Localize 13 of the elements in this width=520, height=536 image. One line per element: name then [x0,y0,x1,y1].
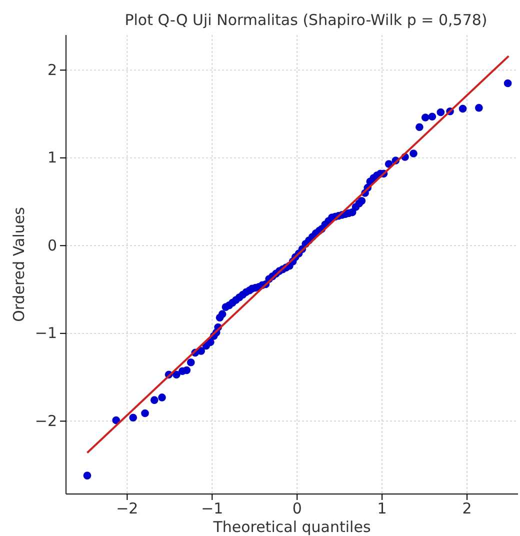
x-axis-title: Theoretical quantiles [212,518,371,536]
y-tick-label: −1 [34,324,57,342]
y-tick-label: 2 [47,60,57,79]
x-tick-label: 1 [377,500,387,518]
chart-title: Plot Q-Q Uji Normalitas (Shapiro-Wilk p = 0,578) [124,11,488,29]
x-tick-label: 2 [462,500,472,518]
x-tick-label: −1 [201,500,224,518]
x-tick-label: 0 [292,500,302,518]
y-tick-label: 0 [47,236,57,254]
y-tick-label: 1 [47,148,57,167]
x-tick-label: −2 [116,500,138,518]
y-axis-title: Ordered Values [10,206,28,322]
y-tick-label: −2 [34,412,57,430]
